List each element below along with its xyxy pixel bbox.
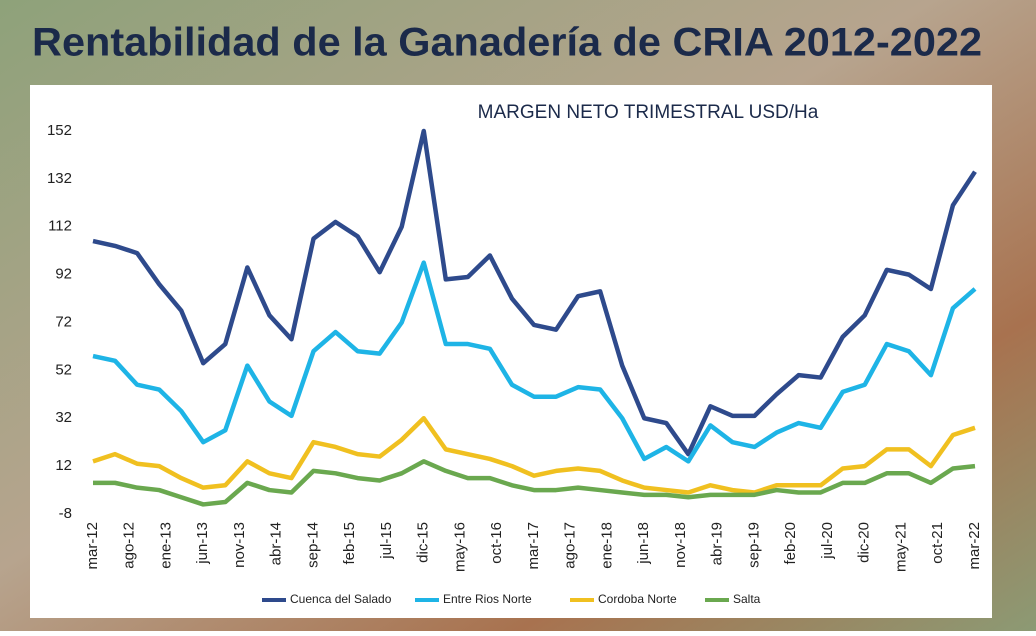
x-tick-label: may-21 bbox=[892, 522, 909, 572]
x-tick-label: abr-14 bbox=[268, 522, 285, 565]
x-tick-label: ene-13 bbox=[157, 522, 174, 569]
series-line bbox=[92, 260, 977, 464]
x-tick-label: nov-18 bbox=[672, 522, 689, 568]
x-tick-label: dic-20 bbox=[856, 522, 873, 563]
x-tick-label: mar-22 bbox=[966, 522, 983, 570]
y-tick-label: 12 bbox=[55, 457, 72, 474]
x-tick-label: feb-15 bbox=[341, 522, 358, 565]
legend-label: Entre Rios Norte bbox=[443, 592, 532, 606]
series-line bbox=[93, 459, 976, 507]
x-tick-label: ago-12 bbox=[121, 522, 138, 569]
x-tick-label: sep-19 bbox=[745, 522, 762, 568]
chart-panel bbox=[30, 85, 992, 618]
x-tick-label: jul-15 bbox=[378, 522, 395, 560]
x-tick-label: dic-15 bbox=[415, 522, 432, 563]
y-tick-label: 72 bbox=[55, 313, 72, 330]
x-tick-label: jun-18 bbox=[635, 522, 652, 565]
x-tick-label: ene-18 bbox=[598, 522, 615, 569]
y-tick-label: -8 bbox=[59, 505, 72, 522]
y-tick-label: 92 bbox=[55, 266, 72, 283]
series-line bbox=[92, 416, 976, 495]
x-tick-label: mar-12 bbox=[84, 522, 101, 570]
y-tick-label: 132 bbox=[47, 170, 72, 187]
x-tick-label: oct-21 bbox=[929, 522, 946, 564]
y-tick-label: 32 bbox=[55, 409, 72, 426]
legend-label: Salta bbox=[733, 592, 761, 606]
legend-label: Cuenca del Salado bbox=[290, 592, 392, 606]
x-tick-label: sep-14 bbox=[304, 522, 321, 568]
x-tick-label: mar-17 bbox=[525, 522, 542, 570]
chart-subtitle: MARGEN NETO TRIMESTRAL USD/Ha bbox=[478, 102, 819, 123]
y-tick-label: 152 bbox=[47, 122, 72, 139]
series-line bbox=[92, 128, 977, 457]
x-tick-label: oct-16 bbox=[488, 522, 505, 564]
x-tick-label: jul-20 bbox=[819, 522, 836, 560]
x-tick-label: feb-20 bbox=[782, 522, 799, 565]
y-tick-label: 52 bbox=[55, 361, 72, 378]
y-tick-label: 112 bbox=[48, 218, 72, 235]
chart-title: Rentabilidad de la Ganadería de CRIA 201… bbox=[32, 21, 982, 65]
x-tick-label: may-16 bbox=[451, 522, 468, 572]
x-tick-label: ago-17 bbox=[562, 522, 579, 569]
legend-label: Cordoba Norte bbox=[598, 592, 677, 606]
x-tick-label: jun-13 bbox=[194, 522, 211, 565]
x-tick-label: abr-19 bbox=[709, 522, 726, 565]
x-tick-label: nov-13 bbox=[231, 522, 248, 568]
